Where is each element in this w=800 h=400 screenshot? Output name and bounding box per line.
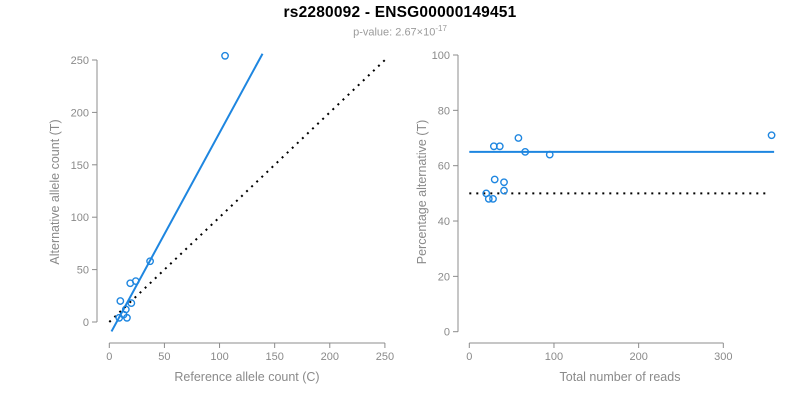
- y-tick-label: 150: [71, 160, 89, 172]
- y-tick-label: 100: [71, 212, 89, 224]
- figure-subtitle: p-value: 2.67×10-17: [0, 24, 800, 39]
- data-point: [489, 194, 497, 203]
- right-xaxis-label: Total number of reads: [559, 370, 681, 384]
- y-tick-label: 60: [438, 161, 450, 173]
- data-point: [521, 147, 530, 156]
- y-tick-label: 50: [77, 265, 89, 277]
- y-tick-label: 200: [71, 107, 89, 119]
- y-tick-label: 20: [438, 271, 450, 283]
- left-yaxis-label: Alternative allele count (T): [48, 119, 62, 265]
- x-tick-label: 300: [714, 351, 732, 363]
- pvalue-exponent: -17: [435, 24, 447, 33]
- data-point: [500, 178, 508, 187]
- y-tick-label: 0: [444, 327, 450, 339]
- x-tick-label: 50: [158, 351, 170, 363]
- identity-line: [108, 59, 386, 323]
- data-point: [490, 175, 499, 184]
- data-point: [127, 299, 136, 308]
- data-point: [500, 186, 508, 195]
- y-tick-label: 40: [438, 216, 450, 228]
- data-point: [131, 277, 140, 286]
- x-tick-label: 250: [376, 351, 394, 363]
- data-point: [484, 194, 493, 203]
- left-xaxis-label: Reference allele count (C): [174, 370, 320, 384]
- data-point: [767, 131, 776, 140]
- x-tick-label: 0: [466, 351, 472, 363]
- data-point: [495, 142, 504, 151]
- data-point: [116, 297, 125, 305]
- data-point: [545, 150, 554, 159]
- figure-title: rs2280092 - ENSG00000149451: [283, 4, 517, 21]
- data-point: [514, 134, 523, 142]
- y-tick-label: 80: [438, 105, 450, 117]
- x-tick-label: 0: [106, 351, 112, 363]
- data-point: [146, 257, 154, 266]
- right-yaxis-label: Percentage alternative (T): [415, 119, 429, 265]
- data-point: [121, 305, 130, 314]
- pvalue-text: p-value: 2.67×10: [353, 26, 436, 39]
- y-tick-label: 0: [83, 317, 89, 329]
- y-tick-label: 100: [432, 50, 450, 62]
- x-tick-label: 200: [629, 351, 647, 363]
- x-tick-label: 100: [210, 351, 228, 363]
- y-tick-label: 250: [71, 55, 89, 67]
- x-tick-label: 150: [265, 351, 283, 363]
- data-point: [221, 51, 229, 60]
- x-tick-label: 200: [321, 351, 339, 363]
- fit-line: [110, 53, 264, 332]
- x-tick-label: 100: [545, 351, 563, 363]
